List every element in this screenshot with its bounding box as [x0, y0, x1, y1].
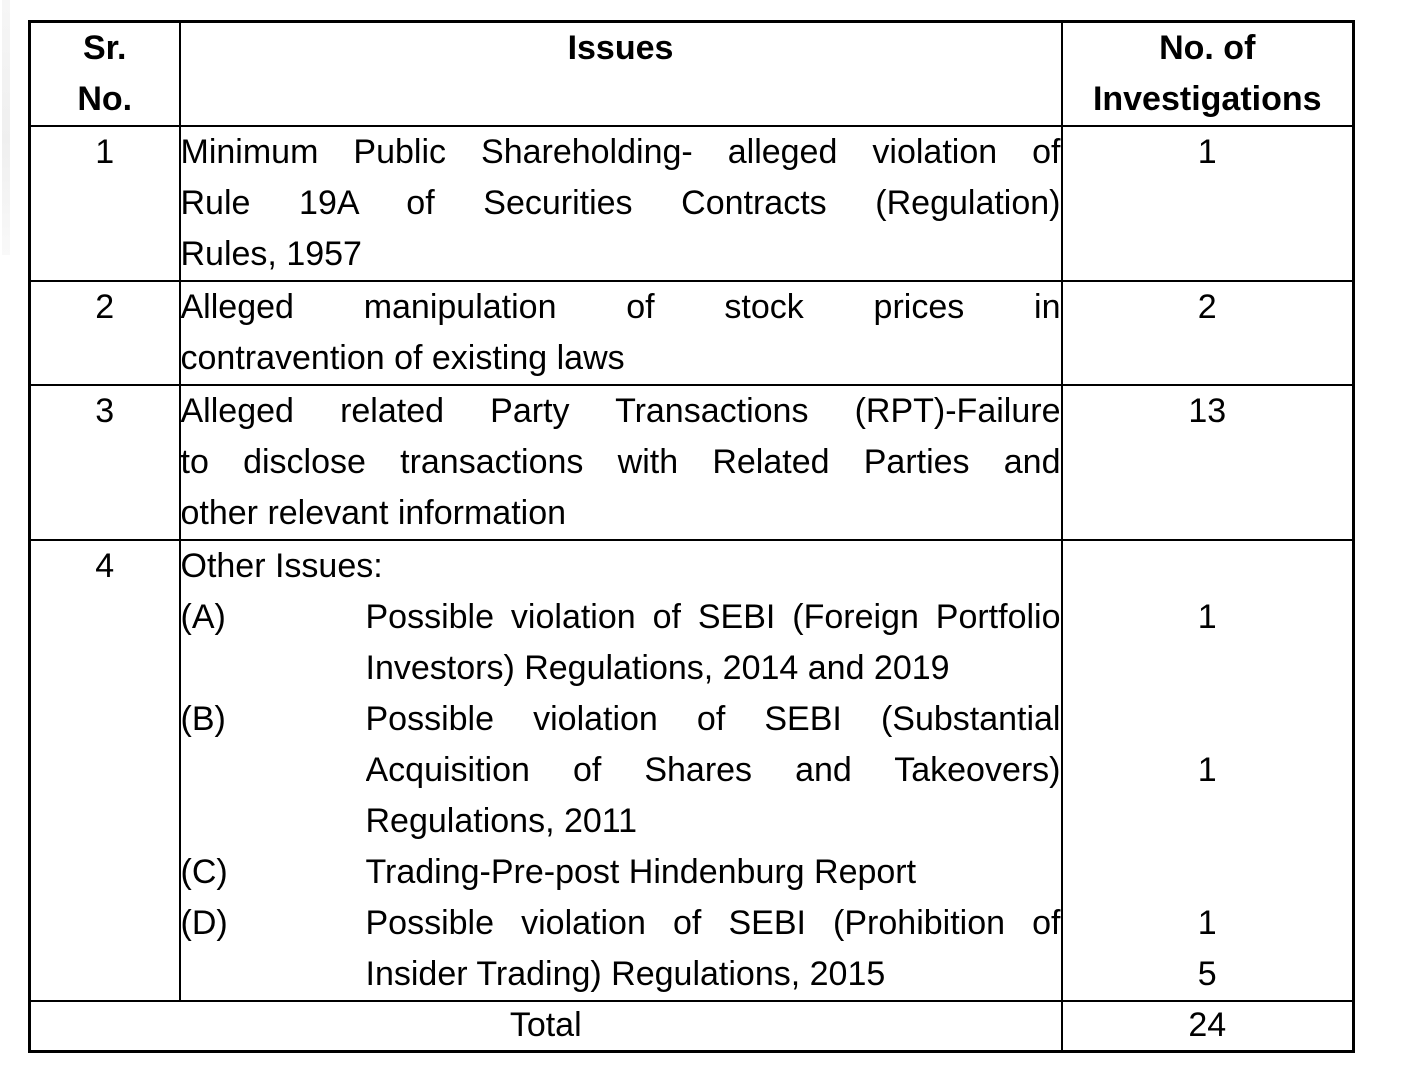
table-row-1: 1 Minimum Public Shareholding- alleged v…	[28, 125, 1355, 282]
header-sr-line1: Sr.	[83, 29, 127, 67]
issue-line: contravention of existing laws	[180, 339, 625, 377]
issue-line: Possible violation of SEBI (Substantial	[365, 700, 1061, 738]
sub-item-label: (A)	[180, 598, 226, 636]
issue-line: Possible violation of SEBI (Foreign Port…	[365, 598, 1061, 636]
sr-cell: 3	[28, 384, 181, 541]
issue-line: Acquisition of Shares and Takeovers)	[365, 751, 1061, 789]
issue-cell: Other Issues: (A) Possible violation of …	[178, 539, 1063, 1002]
scan-artifact	[2, 0, 10, 255]
sub-item-label: (C)	[180, 853, 228, 891]
count-cell: 1	[1060, 125, 1355, 282]
header-sr-line2: No.	[77, 80, 133, 118]
sub-item-b: (B) Possible violation of SEBI (Substant…	[181, 694, 1061, 847]
count-cell: 13	[1060, 384, 1355, 541]
header-investigations: No. of Investigations	[1060, 20, 1355, 127]
sub-item-d: (D) Possible violation of SEBI (Prohibit…	[181, 898, 1061, 1000]
table-row-4: 4 Other Issues: (A) Possible violation o…	[28, 539, 1355, 1002]
investigations-table: Sr. No. Issues No. of Investigations 1 M…	[28, 20, 1355, 1053]
sub-item-a: (A) Possible violation of SEBI (Foreign …	[181, 592, 1061, 694]
header-issues: Issues	[178, 20, 1063, 127]
issue-line: Investors) Regulations, 2014 and 2019	[365, 649, 950, 687]
issue-line: Minimum Public Shareholding- alleged vio…	[180, 133, 1061, 171]
header-row: Sr. No. Issues No. of Investigations	[28, 20, 1355, 127]
issue-line: Trading-Pre-post Hindenburg Report	[365, 853, 917, 891]
total-label: Total	[28, 1000, 1063, 1052]
count-value-a: 1	[1197, 598, 1217, 636]
count-value-d2: 5	[1197, 955, 1217, 993]
count-column-row4: 1 1 1 5	[1063, 541, 1353, 997]
issue-line: Possible violation of SEBI (Prohibition …	[365, 904, 1061, 942]
sub-item-label: (D)	[180, 904, 228, 942]
sub-item-c: (C) Trading-Pre-post Hindenburg Report	[181, 847, 1061, 898]
issue-line: Rules, 1957	[180, 235, 362, 273]
issue-line: Insider Trading) Regulations, 2015	[365, 955, 886, 993]
total-value: 24	[1060, 1000, 1355, 1052]
header-issues-label: Issues	[567, 29, 674, 67]
issue-line: Alleged related Party Transactions (RPT)…	[180, 392, 1061, 430]
issue-line: Regulations, 2011	[365, 802, 638, 840]
sr-cell: 1	[28, 125, 181, 282]
issue-cell: Minimum Public Shareholding- alleged vio…	[178, 125, 1063, 282]
issue-line: Alleged manipulation of stock prices in	[180, 288, 1061, 326]
header-investigations-line1: No. of	[1159, 29, 1256, 67]
count-value-d1: 1	[1197, 904, 1217, 942]
sr-cell: 4	[28, 539, 181, 1002]
sr-cell: 2	[28, 280, 181, 386]
sub-item-label: (B)	[180, 700, 226, 738]
header-sr-no: Sr. No.	[28, 20, 181, 127]
count-cell: 1 1 1 5	[1060, 539, 1355, 1002]
header-investigations-line2: Investigations	[1092, 80, 1322, 118]
issue-line: to disclose transactions with Related Pa…	[180, 443, 1061, 481]
table-row-3: 3 Alleged related Party Transactions (RP…	[28, 384, 1355, 541]
count-value-b: 1	[1197, 751, 1217, 789]
issue-intro: Other Issues:	[180, 547, 383, 585]
issue-line: other relevant information	[180, 494, 567, 532]
issue-cell: Alleged manipulation of stock prices in …	[178, 280, 1063, 386]
issue-cell: Alleged related Party Transactions (RPT)…	[178, 384, 1063, 541]
table-row-2: 2 Alleged manipulation of stock prices i…	[28, 280, 1355, 386]
count-cell: 2	[1060, 280, 1355, 386]
total-row: Total 24	[28, 1000, 1355, 1052]
issue-line: Rule 19A of Securities Contracts (Regula…	[180, 184, 1061, 222]
